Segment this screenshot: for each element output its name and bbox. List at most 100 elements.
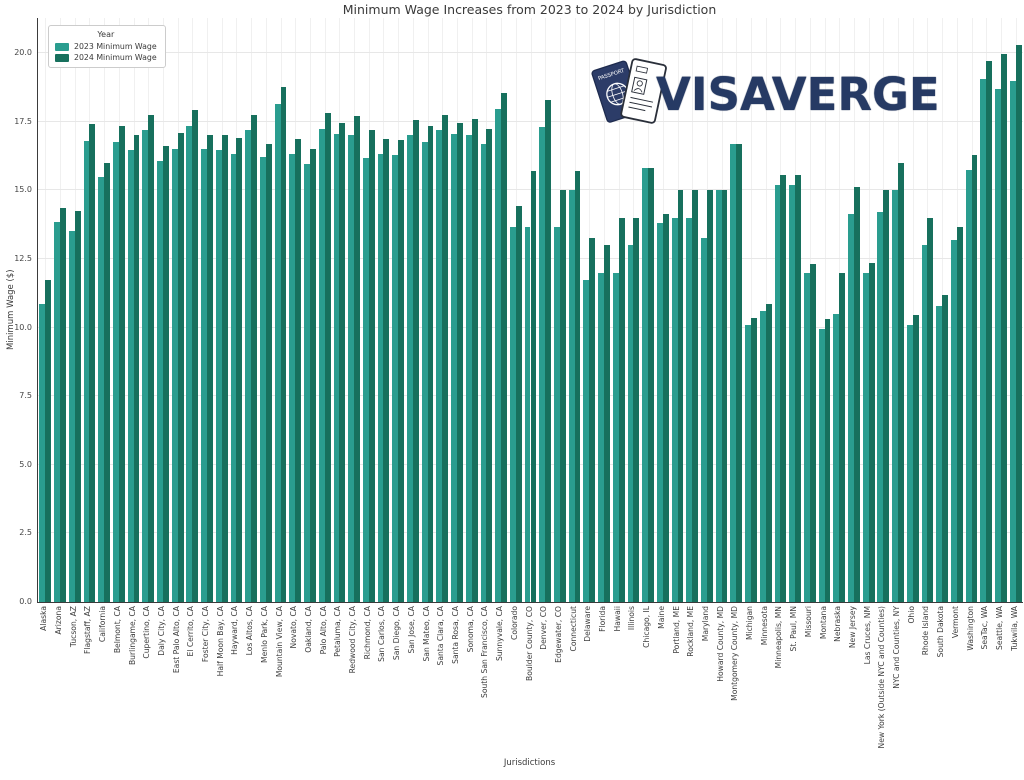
x-tick-label: Santa Clara, CA [436, 606, 446, 666]
x-tick-label: Santa Rosa, CA [450, 606, 460, 664]
x-tick-label: Belmont, CA [112, 606, 122, 654]
bar-2023-San Jose, CA [407, 135, 413, 602]
x-axis-label: Jurisdictions [503, 758, 556, 768]
bar-2023-San Carlos, CA [377, 154, 384, 602]
bar-2024-Rockland, ME [692, 190, 699, 602]
bar-2023-Sunnyvale, CA [495, 109, 502, 602]
bar-2023-Tukwila, WA [1009, 80, 1016, 602]
bar-2023-California [98, 176, 105, 602]
logo-wordmark: VISAVERGE [656, 67, 940, 121]
bar-2023-Menlo Park, CA [259, 157, 266, 602]
bar-2024-Burlingame, CA [133, 134, 140, 602]
x-tick-label: Petaluma, CA [333, 606, 343, 657]
x-tick-label: California [98, 606, 108, 643]
legend-title: Year [97, 30, 115, 39]
y-axis-label: Minimum Wage ($) [6, 269, 16, 351]
x-tick-label: South San Francisco, CA [480, 606, 490, 698]
bar-2024-San Jose, CA [412, 120, 419, 602]
bar-2024-Flagstaff, AZ [89, 124, 96, 602]
bar-2024-Vermont [956, 226, 963, 602]
x-tick-label: Half Moon Bay, CA [215, 606, 225, 677]
bar-2024-Menlo Park, CA [265, 143, 272, 602]
y-tick-label: 7.5 [19, 391, 32, 401]
bar-2024-Boulder County, CO [530, 171, 537, 602]
legend-label-2023: 2023 Minimum Wage [74, 42, 157, 51]
bar-2024-San Mateo, CA [427, 125, 434, 602]
bar-2024-Arizona [60, 208, 66, 602]
bar-2024-Florida [604, 245, 610, 602]
x-tick-label: Colorado [509, 606, 519, 640]
bar-2024-Seattle, WA [1000, 53, 1007, 602]
bar-2023-Half Moon Bay, CA [215, 150, 222, 602]
plot-area: Year 2023 Minimum Wage 2024 Minimum Wage [37, 18, 1023, 603]
bar-2023-San Mateo, CA [421, 142, 428, 602]
y-tick-label: 15.0 [14, 185, 32, 195]
bar-2023-El Cerrito, CA [186, 125, 193, 602]
bar-2024-Rhode Island [927, 217, 934, 602]
x-tick-label: Vermont [950, 606, 960, 639]
x-tick-label: Maine [656, 606, 666, 629]
legend-label-2024: 2024 Minimum Wage [74, 53, 157, 62]
bar-2024-Hayward, CA [236, 138, 243, 602]
legend: Year 2023 Minimum Wage 2024 Minimum Wage [48, 25, 166, 68]
bar-2024-South San Francisco, CA [486, 128, 493, 602]
bar-2024-San Carlos, CA [383, 138, 390, 602]
vertical-gridline [824, 18, 826, 602]
bar-2023-Boulder County, CO [524, 227, 531, 602]
bar-2024-California [104, 162, 111, 602]
bar-2023-Rhode Island [921, 245, 928, 602]
x-tick-label: New Jersey [847, 606, 857, 649]
bar-2023-Cupertino, CA [142, 129, 149, 602]
x-tick-label: Portland, ME [671, 606, 681, 654]
bar-2023-Rockland, ME [686, 217, 693, 602]
x-tick-label: Tukwila, WA [1009, 606, 1019, 651]
bar-2024-Cupertino, CA [148, 114, 155, 602]
bar-2024-Delaware [589, 238, 596, 602]
bar-2024-Portland, ME [677, 190, 684, 602]
bar-2024-Washington [971, 155, 978, 602]
horizontal-gridline [38, 52, 1023, 53]
x-tick-label: Oakland, CA [303, 606, 313, 653]
bar-2023-Delaware [583, 279, 590, 602]
legend-entry-2024: 2024 Minimum Wage [55, 53, 157, 62]
legend-swatch-2024-icon [55, 53, 69, 62]
x-tick-label: Novato, CA [289, 606, 299, 649]
bar-2023-Santa Rosa, CA [451, 133, 457, 602]
x-tick-label: Washington [965, 606, 975, 651]
x-tick-label: Flagstaff, AZ [83, 606, 93, 654]
bar-2023-Michigan [745, 324, 751, 602]
bar-2023-SeaTac, WA [980, 78, 987, 602]
x-tick-label: St. Paul, MN [789, 606, 799, 652]
x-tick-label: Daly City, CA [156, 606, 166, 656]
bar-2024-Belmont, CA [118, 125, 125, 602]
x-tick-label: SeaTac, WA [980, 606, 990, 650]
x-tick-label: Hawaii [612, 606, 622, 632]
bar-2023-South Dakota [936, 305, 943, 602]
bar-2024-South Dakota [942, 294, 948, 602]
bar-2023-Daly City, CA [157, 160, 163, 602]
bar-2023-Colorado [509, 227, 516, 602]
x-tick-label: San Jose, CA [406, 606, 416, 654]
bar-2024-Daly City, CA [162, 145, 169, 602]
bar-2024-Connecticut [574, 171, 581, 602]
y-tick-label: 17.5 [14, 116, 32, 126]
bar-2024-Foster City, CA [207, 135, 213, 602]
bar-2023-Redwood City, CA [348, 135, 355, 602]
bar-2023-Palo Alto, CA [318, 128, 325, 602]
bar-2023-Howard County, MD [715, 190, 722, 602]
bar-2023-Las Cruces, NM [862, 272, 869, 602]
x-tick-label: Illinois [627, 606, 637, 631]
bar-2024-Tukwila, WA [1015, 45, 1022, 602]
bar-2024-Nebraska [839, 272, 846, 602]
bar-2023-Denver, CO [539, 127, 546, 602]
x-tick-label: Sunnyvale, CA [495, 606, 505, 662]
bar-2023-New Jersey [848, 214, 854, 602]
bar-2024-East Palo Alto, CA [177, 132, 184, 602]
bar-2023-New York (Outside NYC and Counties) [877, 212, 884, 602]
x-tick-label: New York (Outside NYC and Counties) [877, 606, 887, 749]
bar-2023-Mountain View, CA [274, 103, 281, 602]
bar-2023-Belmont, CA [112, 142, 119, 602]
x-tick-label: Las Cruces, NM [862, 606, 872, 665]
bar-2024-Redwood City, CA [354, 116, 360, 602]
vertical-gridline [751, 18, 753, 602]
